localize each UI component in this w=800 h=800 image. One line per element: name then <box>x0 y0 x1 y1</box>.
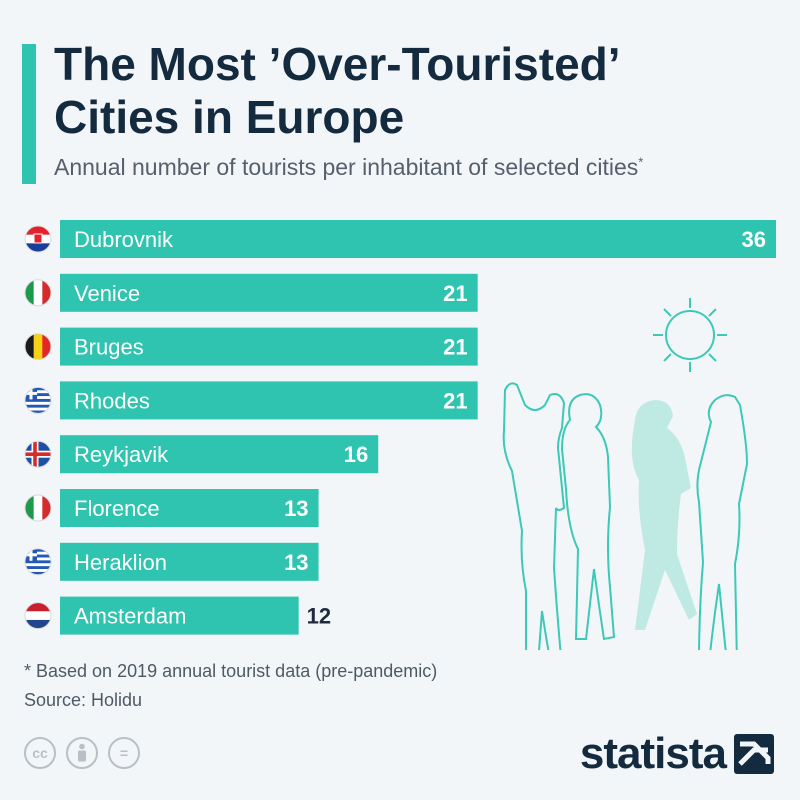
value-label: 21 <box>443 335 467 360</box>
tourist-figure-3 <box>696 394 749 650</box>
category-label: Bruges <box>74 335 144 360</box>
iceland-flag-icon <box>24 440 52 468</box>
croatia-flag-icon <box>24 225 52 253</box>
title-accent-bar <box>22 44 36 184</box>
bar <box>60 542 319 581</box>
greece-flag-icon <box>24 548 52 576</box>
subtitle-text: Annual number of tourists per inhabitant… <box>54 154 639 180</box>
attribution-icon[interactable] <box>66 737 98 769</box>
italy-flag-icon <box>24 494 52 522</box>
bar-row: Reykjavik 16 <box>24 435 379 474</box>
category-label: Rhodes <box>74 388 150 413</box>
category-label: Heraklion <box>74 550 167 575</box>
title-line-2: Cities in Europe <box>54 91 405 143</box>
bar <box>60 489 319 527</box>
nd-icon-label: = <box>119 745 129 761</box>
category-label: Florence <box>74 496 160 521</box>
category-label: Reykjavik <box>74 442 169 467</box>
value-label: 21 <box>443 281 467 306</box>
bar <box>60 596 299 635</box>
bar-row: Heraklion 13 <box>24 542 319 581</box>
value-label: 12 <box>307 604 331 629</box>
value-label: 16 <box>344 442 368 467</box>
netherlands-flag-icon <box>24 602 52 630</box>
bar-row: Florence 13 <box>24 489 319 527</box>
tourists-illustration <box>502 298 749 650</box>
belgium-flag-icon <box>24 333 52 361</box>
bar <box>60 327 478 366</box>
category-label: Venice <box>74 281 140 306</box>
value-label: 36 <box>742 227 766 252</box>
bar <box>60 273 478 312</box>
bar <box>60 220 776 258</box>
cc-icon-label: cc <box>32 745 48 761</box>
subtitle-footnote-mark: * <box>638 154 644 170</box>
greece-flag-icon <box>24 386 52 414</box>
bar-row: Rhodes 21 <box>24 381 478 420</box>
title-line-1: The Most ’Over-Touristed’ <box>54 38 621 90</box>
bar <box>60 435 379 474</box>
tourist-figure-1 <box>502 382 566 650</box>
tourist-figure-shaded <box>631 400 697 630</box>
bar <box>60 381 478 420</box>
sun-icon <box>653 298 727 372</box>
footnote: * Based on 2019 annual tourist data (pre… <box>24 661 438 681</box>
tourist-figure-2 <box>560 393 616 641</box>
brand-name: statista <box>579 729 727 778</box>
category-label: Dubrovnik <box>74 227 174 252</box>
category-label: Amsterdam <box>74 604 186 629</box>
chart-subtitle: Annual number of tourists per inhabitant… <box>54 154 643 181</box>
bar-row: Venice 21 <box>24 273 478 312</box>
cc-icon[interactable]: cc <box>24 737 56 769</box>
statista-logo[interactable]: statista <box>580 732 774 776</box>
value-label: 21 <box>443 388 467 413</box>
license-icons: cc = <box>24 737 140 769</box>
source-credit: Source: Holidu <box>24 690 143 710</box>
statista-logo-icon <box>734 734 774 774</box>
value-label: 13 <box>284 550 308 575</box>
bar-row: Amsterdam 12 <box>24 596 331 635</box>
italy-flag-icon <box>24 279 52 307</box>
chart-title: The Most ’Over-Touristed’ Cities in Euro… <box>54 38 694 144</box>
bar-row: Bruges 21 <box>24 327 478 366</box>
bar-row: Dubrovnik 36 <box>24 220 776 258</box>
value-label: 13 <box>284 496 308 521</box>
no-derivatives-icon[interactable]: = <box>108 737 140 769</box>
